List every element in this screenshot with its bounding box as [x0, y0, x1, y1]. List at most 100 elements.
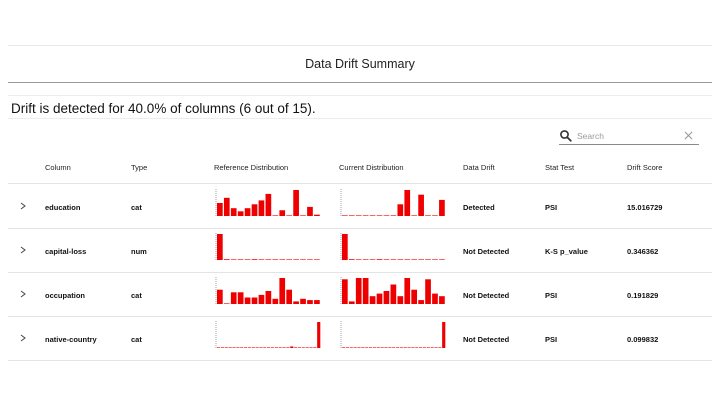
histogram-bar	[314, 300, 320, 304]
histogram-bar	[392, 347, 396, 348]
table-header: Column Type Reference Distribution Curre…	[8, 150, 712, 184]
histogram-bar	[418, 194, 424, 216]
top-divider	[8, 45, 712, 46]
histogram-bar	[224, 347, 228, 348]
reference-distribution-chart	[215, 189, 320, 216]
histogram-bar	[247, 347, 251, 348]
column-name: native-country	[45, 335, 97, 344]
histogram-bar	[223, 259, 230, 260]
histogram-bar	[368, 347, 373, 348]
histogram-bar	[383, 215, 390, 216]
histogram-bar	[293, 259, 299, 260]
histogram-bar	[293, 301, 299, 304]
histogram-bar	[274, 347, 278, 348]
histogram-bar	[317, 322, 321, 348]
histogram-bar	[259, 347, 263, 348]
current-distribution-header[interactable]: Current Distribution	[339, 163, 404, 172]
stat-test: PSI	[545, 203, 558, 212]
histogram-bar	[309, 347, 313, 348]
drift-score: 0.099832	[627, 335, 659, 344]
histogram-bar	[348, 301, 355, 304]
stat-test-header[interactable]: Stat Test	[545, 163, 575, 172]
reference-distribution-chart	[215, 277, 320, 304]
histogram-bar	[230, 292, 237, 304]
histogram-bar	[251, 347, 255, 348]
search-input[interactable]	[577, 131, 677, 141]
histogram-bar	[355, 278, 362, 304]
histogram-bar	[383, 291, 390, 304]
type-header[interactable]: Type	[131, 163, 148, 172]
histogram-bar	[217, 203, 223, 216]
histogram-bar	[369, 215, 376, 216]
histogram-bar	[388, 347, 392, 348]
data-drift-header[interactable]: Data Drift	[463, 163, 495, 172]
drift-score-header[interactable]: Drift Score	[627, 163, 663, 172]
histogram-bar	[251, 297, 258, 304]
histogram-bar	[237, 292, 244, 304]
histogram-bar	[223, 303, 230, 304]
histogram-bar	[383, 259, 390, 260]
histogram-bar	[258, 200, 265, 216]
drift-score: 0.191829	[627, 291, 659, 300]
histogram-bar	[232, 347, 236, 348]
histogram-bar	[244, 259, 251, 260]
drift-table-panel	[8, 118, 712, 361]
clear-icon[interactable]	[684, 131, 693, 140]
table-row[interactable]: native-country cat Not Detected PSI 0.09…	[8, 316, 712, 361]
histogram-bar	[220, 347, 225, 348]
stat-test: PSI	[545, 291, 558, 300]
histogram-bar	[307, 300, 313, 304]
chevron-right-icon[interactable]	[20, 290, 26, 298]
histogram-bar	[430, 347, 434, 348]
table-row[interactable]: education cat Detected PSI 15.016729	[8, 184, 712, 229]
histogram-bar	[342, 215, 348, 216]
reference-distribution-header[interactable]: Reference Distribution	[214, 163, 289, 172]
histogram-bar	[300, 215, 306, 216]
histogram-bar	[399, 347, 403, 348]
table-row[interactable]: capital-loss num Not Detected K-S p_valu…	[8, 228, 712, 273]
column-type: cat	[131, 203, 142, 212]
column-header[interactable]: Column	[45, 163, 71, 172]
histogram-bar	[342, 279, 348, 304]
histogram-bar	[403, 347, 407, 348]
chevron-right-icon[interactable]	[20, 334, 26, 342]
histogram-bar	[342, 347, 346, 348]
drift-status: Detected	[463, 203, 495, 212]
histogram-bar	[263, 347, 267, 348]
histogram-bar	[432, 215, 438, 216]
histogram-bar	[243, 347, 248, 348]
chevron-right-icon[interactable]	[20, 246, 26, 254]
histogram-bar	[286, 259, 293, 260]
column-type: cat	[131, 335, 142, 344]
drift-score: 0.346362	[627, 247, 659, 256]
reference-distribution-chart	[215, 233, 320, 260]
histogram-bar	[349, 347, 353, 348]
table-row[interactable]: occupation cat Not Detected PSI 0.191829	[8, 272, 712, 317]
column-name: capital-loss	[45, 247, 87, 256]
histogram-bar	[395, 347, 400, 348]
histogram-bar	[272, 298, 279, 304]
histogram-bar	[384, 347, 388, 348]
histogram-bar	[404, 278, 411, 304]
histogram-bar	[355, 259, 362, 260]
histogram-bar	[425, 259, 431, 260]
histogram-bar	[279, 259, 286, 260]
histogram-bar	[307, 206, 313, 216]
histogram-bar	[419, 347, 423, 348]
drift-score: 15.016729	[627, 203, 663, 212]
histogram-bar	[282, 347, 286, 348]
histogram-bar	[348, 259, 355, 260]
histogram-bar	[251, 259, 258, 260]
histogram-bar	[439, 199, 445, 216]
histogram-bar	[353, 347, 357, 348]
histogram-bar	[223, 197, 230, 216]
histogram-bar	[314, 214, 320, 216]
histogram-bar	[439, 296, 445, 304]
histogram-bar	[272, 215, 279, 216]
histogram-bar	[240, 347, 244, 348]
histogram-bar	[217, 289, 223, 304]
histogram-bar	[290, 346, 294, 348]
histogram-bar	[397, 204, 404, 216]
chevron-right-icon[interactable]	[20, 202, 26, 210]
histogram-bar	[362, 215, 369, 216]
